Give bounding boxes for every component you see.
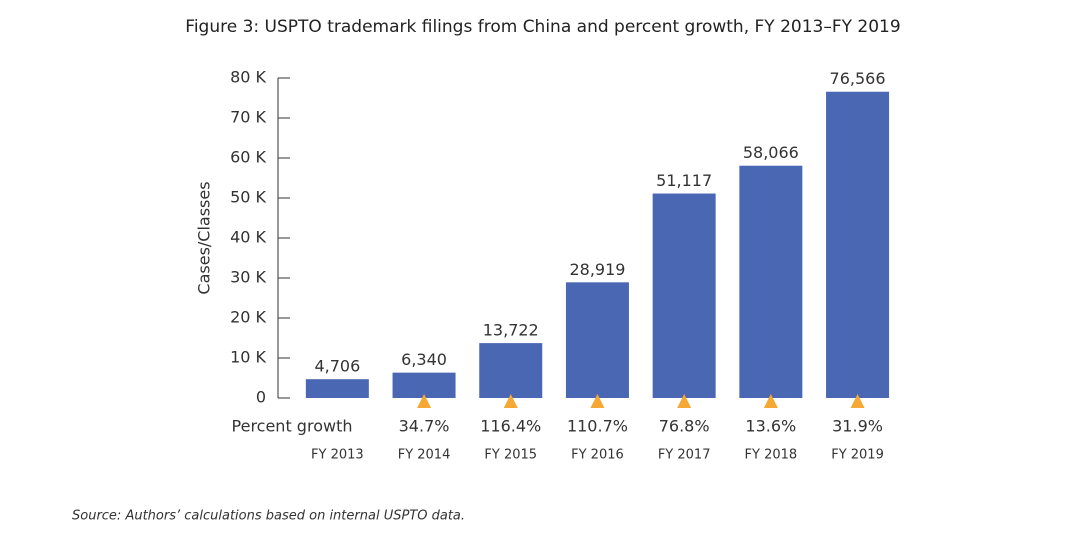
value-label: 28,919 <box>569 260 625 279</box>
growth-label: 116.4% <box>480 417 541 436</box>
x-tick-label: FY 2015 <box>484 448 537 463</box>
x-tick-label: FY 2018 <box>745 448 798 463</box>
growth-label: 13.6% <box>745 417 796 436</box>
bar <box>826 91 890 399</box>
y-tick-label: 0 <box>256 388 266 407</box>
y-tick-label: 50 K <box>230 188 266 207</box>
x-tick-label: FY 2014 <box>398 448 451 463</box>
y-tick-label: 20 K <box>230 308 266 327</box>
growth-marker <box>503 394 518 408</box>
y-axis-label: Cases/Classes <box>195 181 214 294</box>
y-tick-label: 40 K <box>230 228 266 247</box>
value-label: 76,566 <box>830 69 886 88</box>
bar <box>305 379 369 398</box>
y-tick-label: 70 K <box>230 108 266 127</box>
bar <box>392 372 456 398</box>
value-label: 6,340 <box>401 350 447 369</box>
y-tick-label: 60 K <box>230 148 266 167</box>
growth-row-label: Percent growth <box>232 417 353 436</box>
chart-title: Figure 3: USPTO trademark filings from C… <box>185 17 900 37</box>
value-label: 13,722 <box>483 321 539 340</box>
x-tick-label: FY 2016 <box>571 448 624 463</box>
growth-marker <box>417 394 432 408</box>
x-tick-label: FY 2013 <box>311 448 364 463</box>
value-label: 58,066 <box>743 143 799 162</box>
growth-marker <box>850 394 865 408</box>
bar <box>565 282 629 398</box>
growth-label: 110.7% <box>567 417 628 436</box>
y-tick-label: 10 K <box>230 348 266 367</box>
growth-label: 31.9% <box>832 417 883 436</box>
value-label: 51,117 <box>656 171 712 190</box>
growth-label: 76.8% <box>659 417 710 436</box>
value-label: 4,706 <box>314 357 360 376</box>
growth-marker <box>677 394 692 408</box>
growth-marker <box>763 394 778 408</box>
bar <box>652 193 716 398</box>
y-tick-label: 80 K <box>230 68 266 87</box>
x-tick-label: FY 2019 <box>831 448 884 463</box>
x-tick-label: FY 2017 <box>658 448 711 463</box>
bar <box>739 165 803 398</box>
y-tick-label: 30 K <box>230 268 266 287</box>
growth-label: 34.7% <box>399 417 450 436</box>
source-note: Source: Authors’ calculations based on i… <box>72 509 465 524</box>
bar <box>479 343 543 398</box>
growth-marker <box>590 394 605 408</box>
